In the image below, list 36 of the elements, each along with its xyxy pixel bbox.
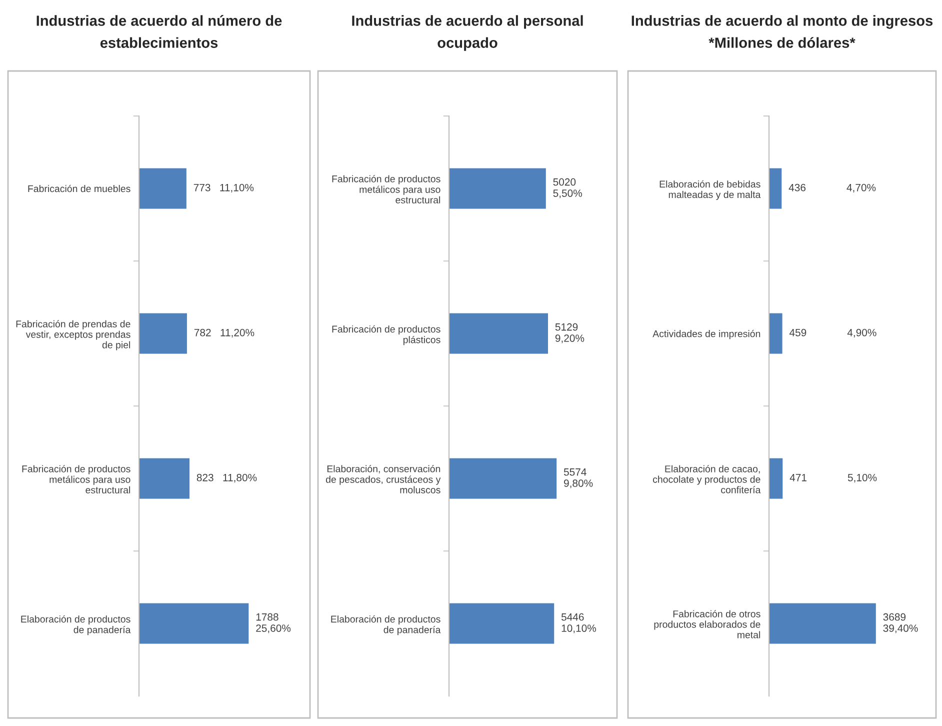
data-label: 823 11,80% bbox=[196, 474, 257, 483]
data-label: 782 11,20% bbox=[194, 328, 254, 338]
y-tick-label: Fabricación de productos plásticos bbox=[332, 325, 440, 346]
bar bbox=[769, 603, 876, 644]
y-tick-label: Elaboración de bebidas malteadas y de malta bbox=[660, 180, 761, 200]
y-tick-label: Fabricación de prendas de vestir, exceptos prendas de piel bbox=[16, 320, 130, 350]
data-label: 5020 5,50% bbox=[553, 178, 582, 198]
data-label: 5574 9,80% bbox=[564, 468, 593, 488]
y-tick-label: Fabricación de productos metálicos para uso estructural bbox=[332, 175, 440, 204]
y-tick-label: Actividades de impresión bbox=[652, 330, 760, 340]
bar bbox=[139, 603, 249, 644]
chart-title: Industrias de acuerdo al personal ocupado bbox=[352, 15, 583, 51]
chart-subtitle: *Millones de dólares* bbox=[708, 37, 856, 48]
bar bbox=[769, 168, 782, 209]
data-label: 459 4,90% bbox=[789, 328, 876, 338]
data-label: 5446 10,10% bbox=[561, 613, 596, 634]
data-label: 773 11,10% bbox=[194, 184, 254, 193]
bar bbox=[769, 313, 782, 354]
bar bbox=[139, 458, 190, 499]
y-tick-label: Elaboración de productos de panadería bbox=[331, 615, 441, 636]
data-label: 471 5,10% bbox=[790, 474, 877, 483]
y-tick-label: Fabricación de muebles bbox=[28, 184, 130, 192]
bar bbox=[769, 458, 783, 499]
y-tick-label: Elaboración de cacao, chocolate y productos de confitería bbox=[652, 465, 761, 494]
y-tick-label: Elaboración, conservación de pescados, crustáceos y moluscos bbox=[326, 465, 441, 494]
y-tick-label: Fabricación de productos metálicos para uso estructural bbox=[22, 465, 130, 494]
chart-title: Industrias de acuerdo al monto de ingresos bbox=[632, 15, 933, 29]
data-label: 3689 39,40% bbox=[883, 613, 918, 634]
chart-title: Industrias de acuerdo al número de establecimientos bbox=[36, 15, 282, 48]
y-tick-label: Fabricación de otros productos elaborados de metal bbox=[654, 610, 760, 638]
data-label: 436 4,70% bbox=[788, 184, 876, 193]
bar bbox=[139, 313, 187, 354]
data-label: 1788 25,60% bbox=[256, 613, 291, 634]
data-label: 5129 9,20% bbox=[555, 323, 584, 344]
y-tick-label: Elaboración de productos de panadería bbox=[21, 615, 131, 636]
bar bbox=[139, 168, 186, 209]
